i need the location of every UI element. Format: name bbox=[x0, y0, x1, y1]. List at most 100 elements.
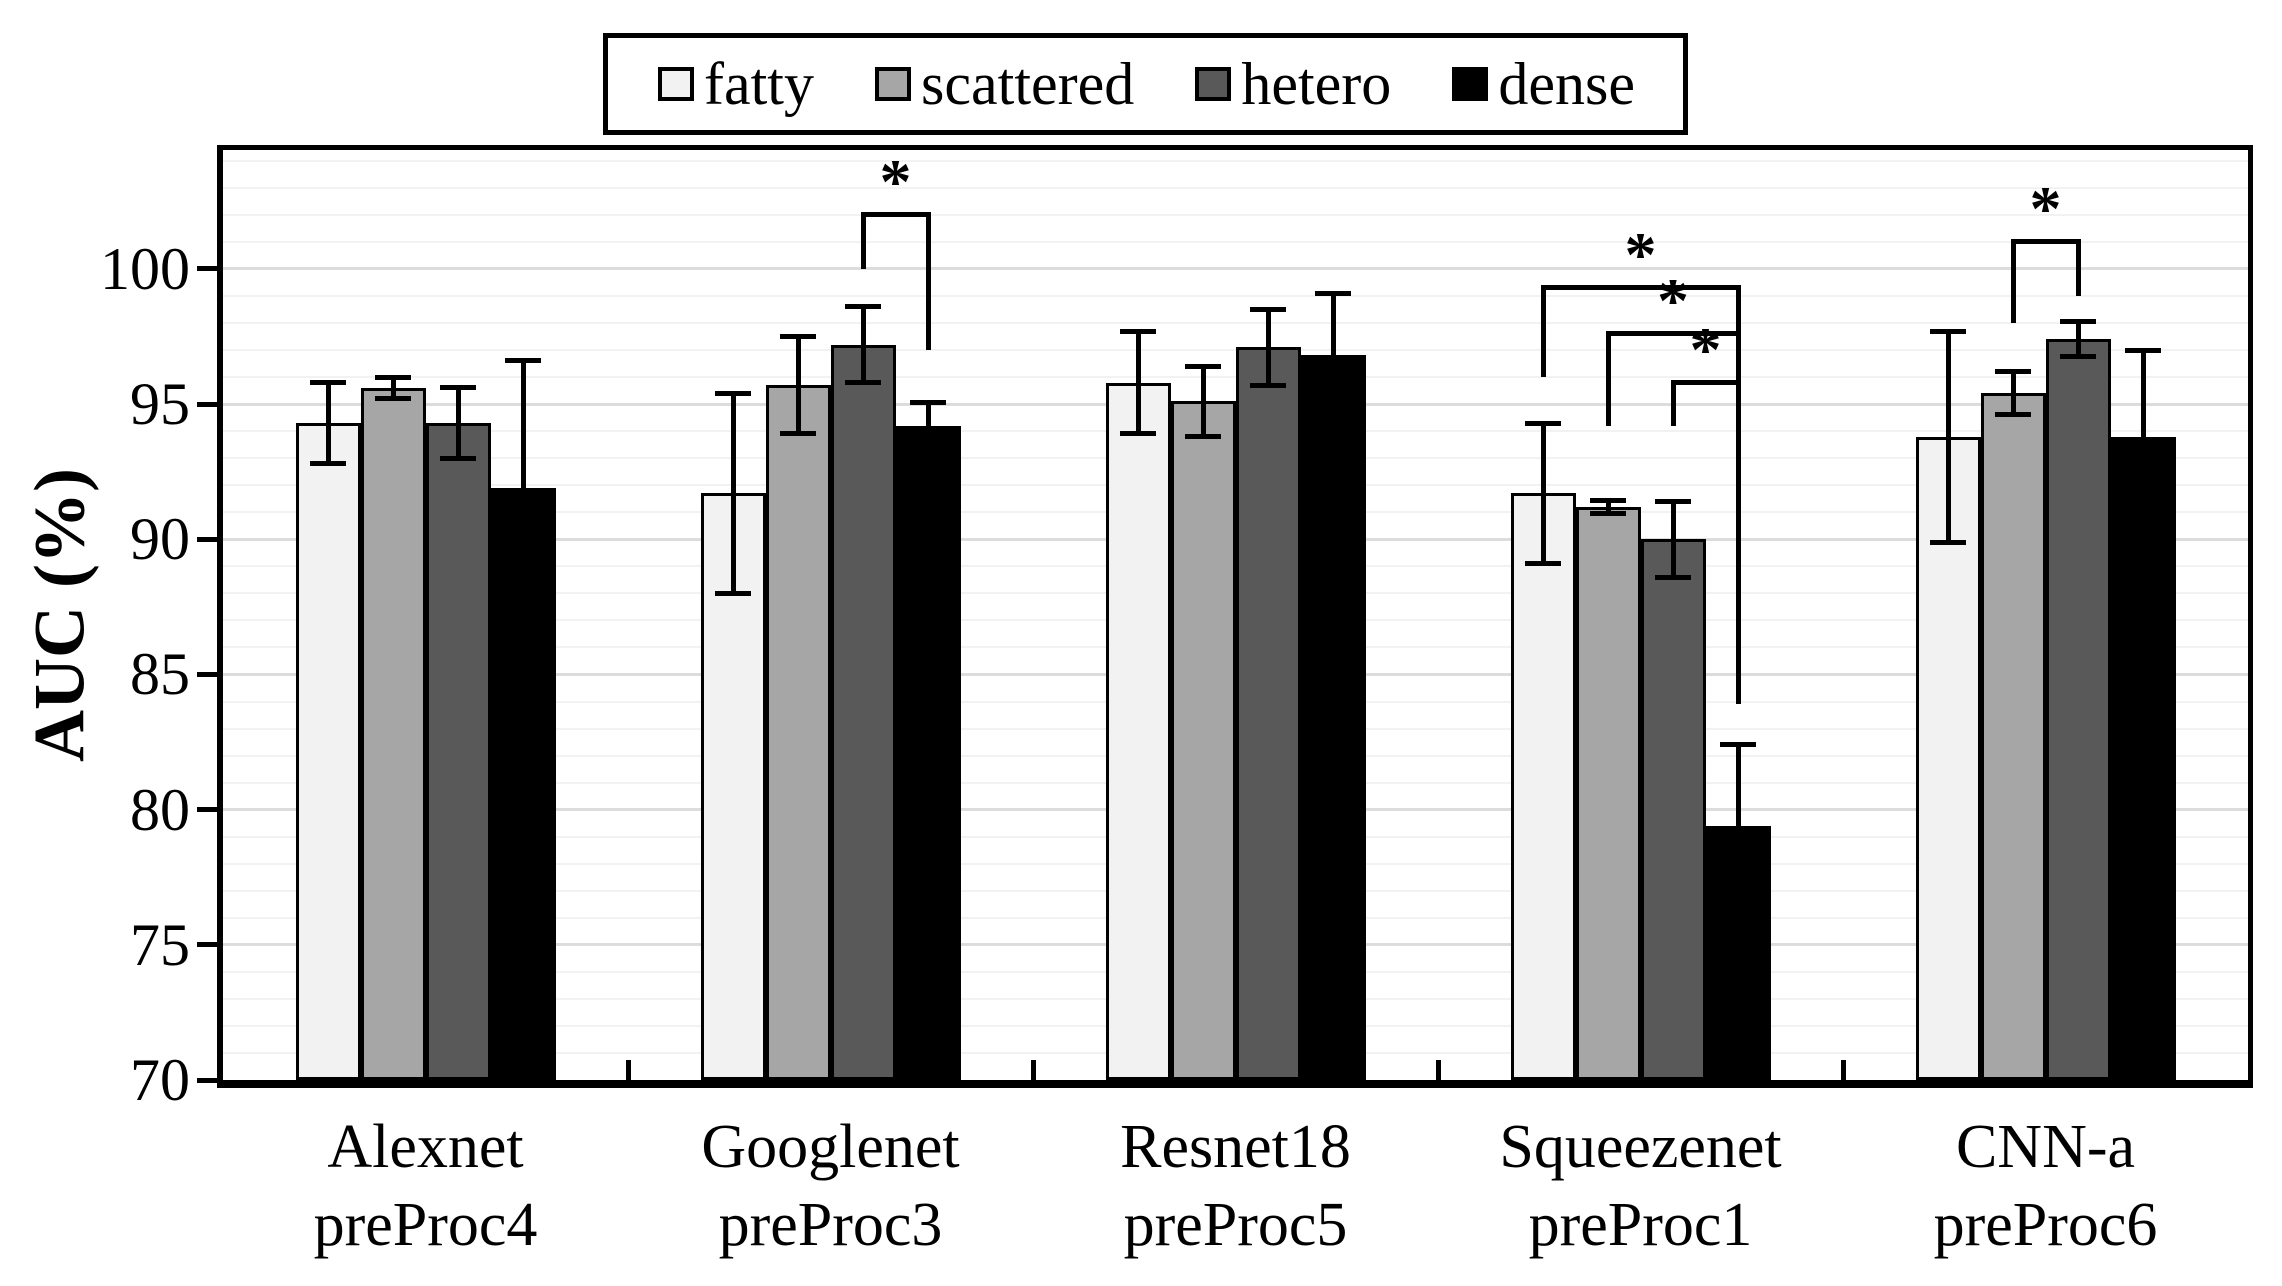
error-bar-cap-bottom bbox=[1525, 561, 1561, 567]
error-bar-cap-top bbox=[845, 304, 881, 310]
error-bar-cap-bottom bbox=[1930, 539, 1966, 545]
error-bar-cap-top bbox=[1590, 497, 1626, 503]
legend-swatch-hetero bbox=[1195, 67, 1232, 101]
error-bar-cap-bottom bbox=[440, 455, 476, 461]
x-category-label: CNN-a preProc6 bbox=[1746, 1108, 2282, 1264]
gridline-major bbox=[223, 267, 2248, 271]
legend-label: scattered bbox=[921, 51, 1135, 117]
error-bar-stem bbox=[925, 402, 931, 449]
error-bar-cap-top bbox=[1720, 742, 1756, 748]
bar-cnn-a-hetero bbox=[2045, 339, 2111, 1080]
error-bar-stem bbox=[325, 382, 331, 464]
bar-layer bbox=[223, 150, 2248, 1080]
error-bar-stem bbox=[455, 387, 461, 459]
error-bar-cap-bottom bbox=[845, 380, 881, 385]
error-bar-cap-top bbox=[2125, 347, 2161, 353]
error-bar-cap-bottom bbox=[2060, 354, 2096, 360]
significance-bracket-right-leg bbox=[1735, 379, 1741, 705]
error-bar-cap-bottom bbox=[1720, 904, 1756, 910]
error-bar-cap-bottom bbox=[1590, 511, 1626, 517]
error-bar-cap-bottom bbox=[505, 612, 541, 618]
gridline-minor bbox=[223, 159, 2248, 162]
y-tick-label: 75 bbox=[130, 911, 190, 978]
bar-googlenet-dense bbox=[895, 425, 961, 1080]
y-axis-tick bbox=[197, 401, 217, 407]
bar-alexnet-hetero bbox=[425, 423, 491, 1080]
significance-bracket-left-leg bbox=[1540, 285, 1546, 378]
y-tick-label: 90 bbox=[130, 506, 190, 573]
y-axis-tick bbox=[197, 1077, 217, 1083]
significance-bracket-bar bbox=[1540, 285, 1741, 291]
error-bar-cap-top bbox=[2060, 319, 2096, 325]
significance-asterisk: * bbox=[1657, 265, 1689, 337]
error-bar-cap-top bbox=[1930, 328, 1966, 334]
bar-alexnet-dense bbox=[490, 487, 556, 1080]
y-axis-tick bbox=[197, 266, 217, 272]
error-bar-stem bbox=[1330, 293, 1336, 418]
y-axis-title-text: AUC (%) bbox=[19, 468, 100, 762]
y-axis-tick bbox=[197, 807, 217, 813]
x-axis-boundary-tick bbox=[1435, 1060, 1441, 1080]
y-tick-label: 70 bbox=[130, 1047, 190, 1113]
legend-swatch-fatty bbox=[658, 67, 694, 101]
significance-bracket-left-leg bbox=[1670, 379, 1676, 426]
error-bar-cap-top bbox=[715, 390, 751, 396]
y-tick-label: 85 bbox=[130, 641, 190, 708]
error-bar-cap-bottom bbox=[1185, 434, 1221, 440]
legend-label: hetero bbox=[1241, 51, 1392, 117]
x-axis-boundary-tick bbox=[1840, 1060, 1846, 1080]
error-bar-stem bbox=[2140, 350, 2146, 524]
x-category-label: Googlenet preProc3 bbox=[531, 1108, 1131, 1264]
error-bar-stem bbox=[1200, 366, 1206, 437]
x-category-label-line1: Alexnet bbox=[327, 1113, 524, 1181]
error-bar-cap-bottom bbox=[1250, 382, 1286, 388]
error-bar-cap-top bbox=[910, 400, 946, 406]
error-bar-cap-bottom bbox=[1655, 574, 1691, 580]
x-axis-boundary-tick bbox=[625, 1060, 631, 1080]
error-bar-cap-bottom bbox=[715, 590, 751, 596]
bar-squeezenet-hetero bbox=[1640, 539, 1706, 1080]
x-category-label: Resnet18 preProc5 bbox=[936, 1108, 1536, 1264]
error-bar-layer bbox=[223, 150, 2248, 1080]
significance-bracket-left-leg bbox=[1605, 331, 1611, 426]
bar-resnet18-scattered bbox=[1170, 401, 1236, 1080]
y-axis-tick bbox=[197, 536, 217, 542]
bar-alexnet-scattered bbox=[360, 387, 426, 1080]
error-bar-stem bbox=[1945, 331, 1951, 542]
legend-item-dense: dense bbox=[1452, 54, 1635, 114]
error-bar-cap-top bbox=[1525, 420, 1561, 426]
y-axis-tick bbox=[197, 942, 217, 948]
x-category-label: Squeezenet preProc1 bbox=[1341, 1108, 1941, 1264]
bar-resnet18-hetero bbox=[1235, 347, 1301, 1080]
error-bar-cap-bottom bbox=[1120, 431, 1156, 437]
significance-bracket-bar bbox=[860, 212, 931, 218]
error-bar-cap-top bbox=[1315, 290, 1351, 296]
y-axis-tick bbox=[197, 671, 217, 677]
error-bar-cap-top bbox=[505, 358, 541, 364]
gridline-minor bbox=[223, 186, 2248, 189]
x-category-label: Alexnet preProc4 bbox=[126, 1108, 726, 1264]
error-bar-cap-top bbox=[1250, 307, 1286, 312]
error-bar-cap-top bbox=[440, 385, 476, 391]
error-bar-cap-bottom bbox=[2125, 520, 2161, 526]
significance-asterisk: * bbox=[2029, 173, 2062, 245]
significance-layer: * * * * * bbox=[223, 150, 2248, 1080]
significance-bracket-bar bbox=[2010, 239, 2081, 245]
error-bar-cap-bottom bbox=[780, 431, 816, 437]
error-bar-stem bbox=[1540, 423, 1546, 564]
error-bar-cap-bottom bbox=[1995, 412, 2031, 418]
error-bar-cap-bottom bbox=[1315, 415, 1351, 421]
error-bar-cap-bottom bbox=[375, 396, 411, 402]
legend-item-scattered: scattered bbox=[875, 54, 1134, 114]
x-category-label-line1: Googlenet bbox=[701, 1113, 960, 1181]
significance-bracket-bar bbox=[1605, 331, 1741, 337]
error-bar-cap-top bbox=[310, 380, 346, 385]
y-tick-label: 95 bbox=[130, 371, 190, 438]
x-category-label-line2: preProc5 bbox=[1123, 1191, 1348, 1259]
significance-asterisk: * bbox=[1689, 313, 1722, 385]
y-tick-label: 100 bbox=[100, 235, 190, 302]
gridline-minor bbox=[223, 322, 2248, 325]
y-tick-label: 80 bbox=[130, 776, 190, 843]
gridline-minor bbox=[223, 240, 2248, 243]
x-category-label-line1: Resnet18 bbox=[1120, 1113, 1351, 1181]
